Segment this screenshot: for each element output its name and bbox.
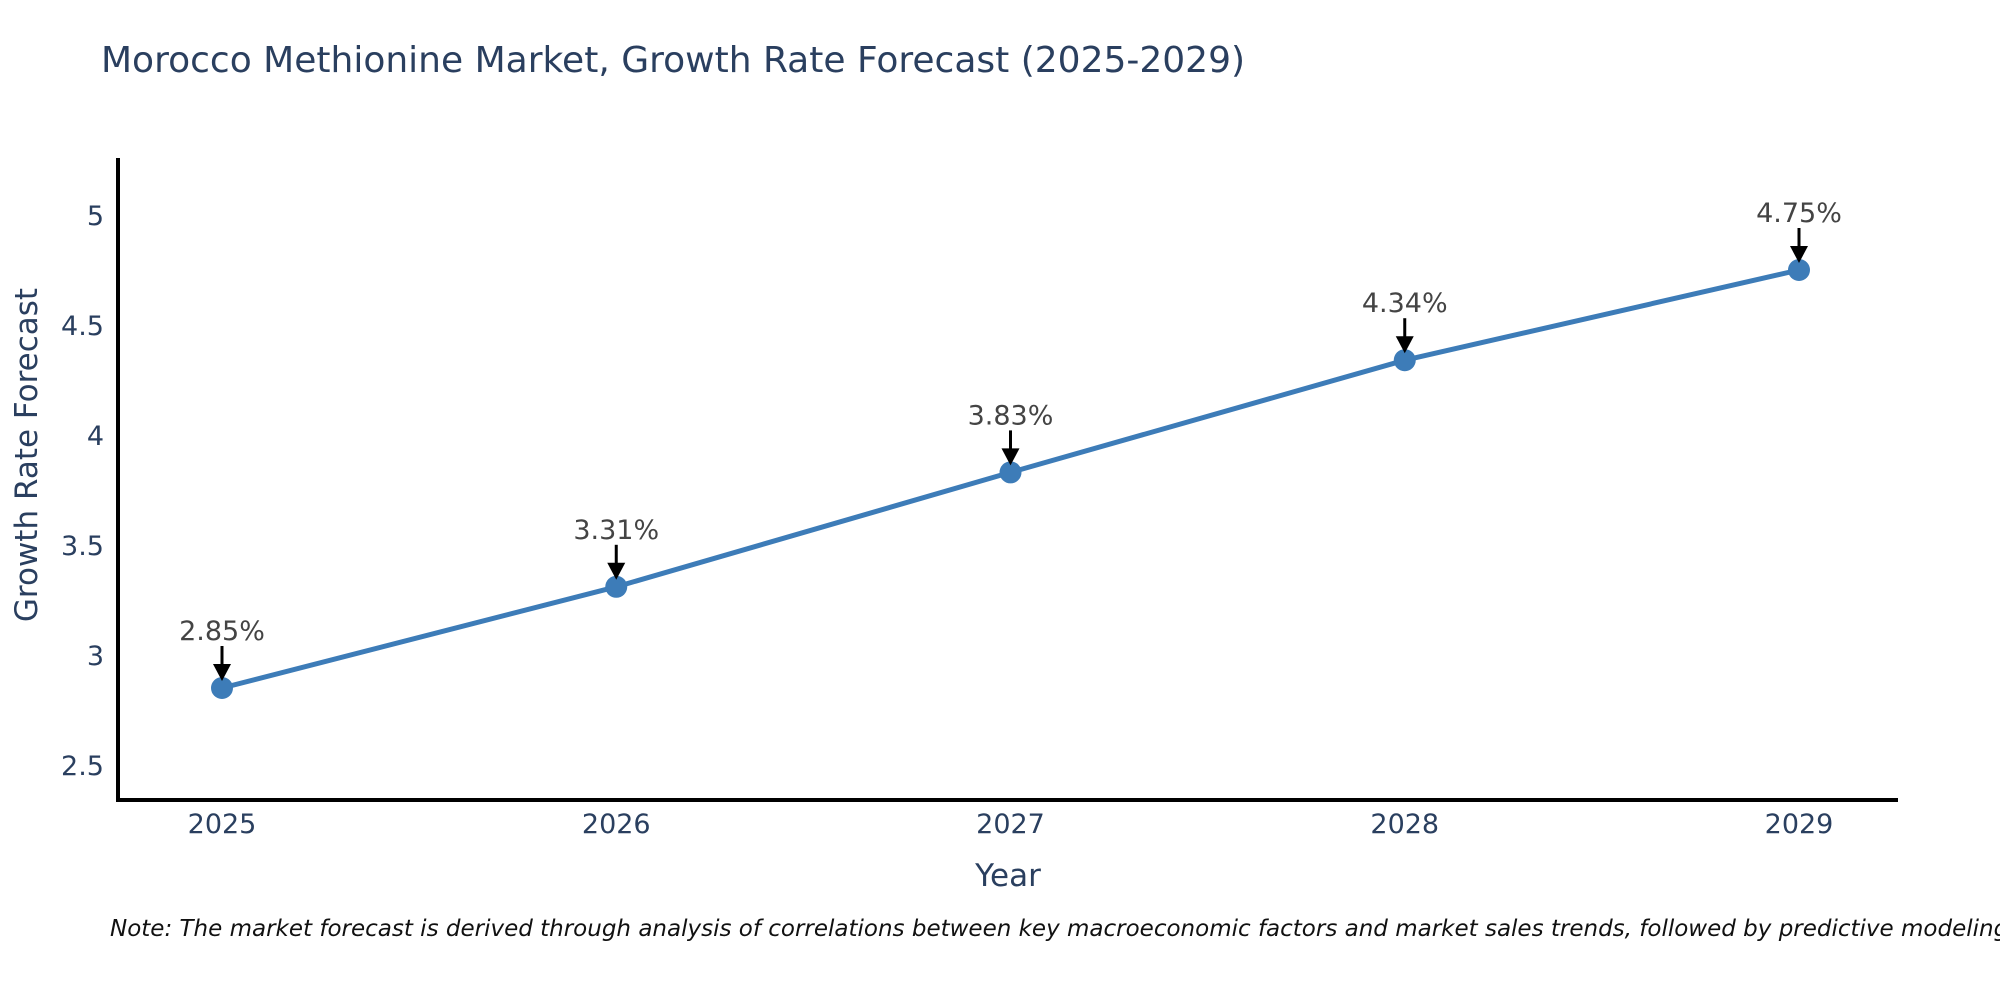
data-point-label: 4.34%: [1362, 288, 1448, 319]
y-tick-label: 3: [87, 641, 104, 672]
data-point-label: 3.31%: [573, 515, 659, 546]
data-point: [605, 575, 628, 598]
x-tick-label: 2028: [1370, 809, 1439, 840]
x-axis-title: Year: [975, 858, 1041, 894]
annotation-arrowhead-icon: [213, 664, 231, 681]
y-tick-label: 3.5: [61, 531, 104, 562]
footnote: Note: The market forecast is derived thr…: [110, 916, 2000, 942]
data-point: [1393, 349, 1416, 372]
annotation-arrowhead-icon: [607, 562, 626, 580]
x-tick-label: 2027: [976, 809, 1045, 840]
data-point: [1788, 259, 1810, 281]
y-tick-label: 5: [87, 201, 104, 232]
chart-title: Morocco Methionine Market, Growth Rate F…: [101, 40, 1246, 81]
y-tick-label: 4: [87, 421, 104, 452]
data-point-label: 2.85%: [179, 616, 265, 647]
data-point-label: 3.83%: [968, 400, 1054, 431]
annotation-arrowhead-icon: [1001, 448, 1020, 466]
annotation-arrowhead-icon: [1790, 246, 1808, 263]
data-point-label: 4.75%: [1756, 198, 1842, 229]
data-point: [211, 677, 233, 699]
y-tick-label: 4.5: [61, 311, 104, 342]
annotation-arrowhead-icon: [1395, 336, 1414, 354]
data-point: [999, 461, 1022, 484]
x-tick-label: 2026: [582, 809, 651, 840]
x-tick-label: 2029: [1765, 809, 1834, 840]
y-tick-label: 2.5: [61, 751, 104, 782]
x-tick-label: 2025: [188, 809, 257, 840]
